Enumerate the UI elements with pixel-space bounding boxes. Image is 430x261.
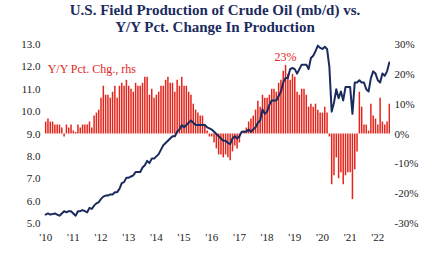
svg-text:-10%: -10%: [395, 157, 419, 169]
svg-text:Y/Y Pct. Chg., rhs: Y/Y Pct. Chg., rhs: [48, 62, 137, 76]
svg-text:-20%: -20%: [395, 187, 419, 199]
svg-text:'11: '11: [67, 231, 80, 243]
svg-text:'12: '12: [95, 231, 108, 243]
svg-text:'15: '15: [178, 231, 191, 243]
svg-text:'20: '20: [316, 231, 329, 243]
svg-text:23%: 23%: [275, 50, 297, 64]
html-text:U.S. Field Production of Crude: U.S. Field Production of Crude Oil (mb/d…: [69, 2, 361, 35]
svg-text:6.0: 6.0: [27, 195, 41, 207]
svg-text:'19: '19: [288, 231, 301, 243]
svg-text:'17: '17: [233, 231, 246, 243]
svg-text:'13: '13: [122, 231, 135, 243]
svg-text:11.0: 11.0: [22, 83, 41, 95]
svg-text:9.0: 9.0: [27, 128, 41, 140]
svg-text:'14: '14: [150, 231, 163, 243]
svg-text:0%: 0%: [395, 128, 410, 140]
svg-text:13.0: 13.0: [21, 38, 41, 50]
svg-text:-30%: -30%: [395, 217, 419, 229]
svg-text:30%: 30%: [395, 38, 415, 50]
svg-text:12.0: 12.0: [21, 60, 41, 72]
svg-text:'18: '18: [261, 231, 274, 243]
svg-text:'10: '10: [39, 231, 52, 243]
svg-text:20%: 20%: [395, 68, 415, 80]
svg-text:7.0: 7.0: [27, 172, 41, 184]
svg-text:10.0: 10.0: [21, 105, 41, 117]
svg-text:10%: 10%: [395, 98, 415, 110]
svg-text:'22: '22: [371, 231, 384, 243]
svg-text:8.0: 8.0: [27, 150, 41, 162]
svg-text:5.0: 5.0: [27, 217, 41, 229]
svg-text:'16: '16: [205, 231, 218, 243]
svg-text:'21: '21: [344, 231, 357, 243]
